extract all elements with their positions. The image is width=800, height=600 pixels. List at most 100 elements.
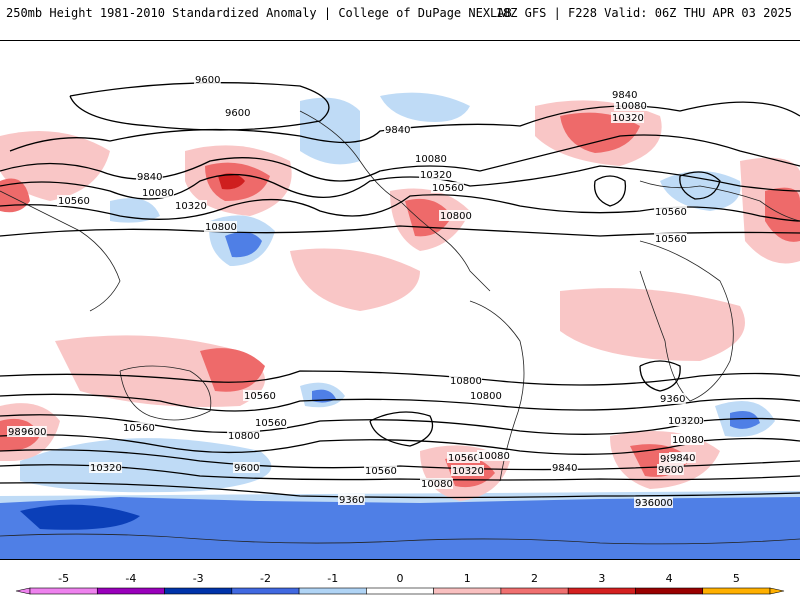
contour-label: 10800 <box>470 391 502 402</box>
contour-label: 10800 <box>205 222 237 233</box>
contour-label: 9840 <box>137 172 162 183</box>
colorbar-tick-label: -2 <box>260 572 271 585</box>
contour-label-bg <box>451 465 484 476</box>
colorbar-tick-label: 3 <box>598 572 605 585</box>
contour-label: 9600 <box>234 463 259 474</box>
contour-label-bg <box>657 464 684 475</box>
colorbar-segment <box>702 587 771 595</box>
contour-label-bg <box>611 89 638 100</box>
contour-label-group: 9600960098401008010320105609840100801032… <box>7 74 704 509</box>
contour-10320-north <box>0 165 800 200</box>
contour-label-bg <box>654 233 687 244</box>
contour-label: 10320 <box>420 170 452 181</box>
contour-label-bg <box>338 494 365 505</box>
contour-label: 10560 <box>255 418 287 429</box>
neg-anomaly-light <box>300 97 360 165</box>
contour-label-bg <box>671 434 704 445</box>
contour-label-bg <box>477 450 510 461</box>
contour-label: 10080 <box>421 479 453 490</box>
contour-label: 9600 <box>21 427 46 438</box>
contour-label-bg <box>611 112 644 123</box>
coast-asia <box>0 190 121 312</box>
contour-9600-south <box>0 464 800 481</box>
contour-label-bg <box>419 169 452 180</box>
contour-label: 10320 <box>452 466 484 477</box>
contour-label: 9360 <box>339 495 364 506</box>
contour-label: 10320 <box>612 113 644 124</box>
closed-low-atlantic <box>593 175 627 207</box>
contour-10560-north <box>0 194 800 222</box>
contour-label: 9840 <box>385 125 410 136</box>
anomaly-map: 9600 9600 9840 10080 10320 10560 9840 10080 1032… <box>0 40 800 560</box>
neg-anomaly-mid <box>0 497 800 559</box>
colorbar-tick-label: 2 <box>531 572 538 585</box>
neg-anomaly-dark <box>20 504 140 530</box>
contour-label-bg <box>469 390 502 401</box>
contour-label-bg <box>57 195 90 206</box>
colorbar-segment <box>635 587 704 595</box>
contour-label: 10800 <box>450 376 482 387</box>
contour-label: 10560 <box>448 453 480 464</box>
pos-anomaly-light <box>290 248 420 311</box>
colorbar-segment <box>298 587 367 595</box>
colorbar-segment <box>231 587 300 595</box>
colorbar-segment <box>164 587 233 595</box>
coast-antarctica <box>0 533 800 545</box>
colorbar-segment <box>366 587 434 595</box>
pos-anomaly-mid <box>200 348 265 392</box>
contour-label-bg <box>384 124 411 135</box>
colorbar-segment <box>500 587 569 595</box>
coast-europe <box>639 180 800 222</box>
contour-label-bg <box>667 415 700 426</box>
coast-south-america <box>469 300 525 482</box>
contour-9360-south <box>0 482 800 499</box>
contour-label: 9600 <box>225 108 250 119</box>
map-canvas: 9600960098401008010320105609840100801032… <box>0 74 800 559</box>
contour-label-bg <box>204 221 237 232</box>
contour-label: 10560 <box>655 234 687 245</box>
contour-label: 10560 <box>123 423 155 434</box>
contour-label-bg <box>449 375 482 386</box>
colorbar-tick-label: -5 <box>58 572 69 585</box>
neg-anomaly-mid <box>730 410 760 429</box>
contour-label: 10560 <box>655 207 687 218</box>
contour-label: 9360 <box>660 394 685 405</box>
contour-10560-south <box>0 393 800 412</box>
contour-label: 9360 <box>635 498 660 509</box>
contour-label: 9840 <box>670 453 695 464</box>
pos-anomaly-dark <box>218 173 245 190</box>
neg-anomaly-light <box>660 171 741 211</box>
contour-label-bg <box>654 206 687 217</box>
contour-label: 10560 <box>58 196 90 207</box>
contour-label: 10800 <box>228 431 260 442</box>
colorbar-tick-label: 1 <box>464 572 471 585</box>
contour-label: 10080 <box>615 101 647 112</box>
contour-label-bg <box>227 430 260 441</box>
contour-label: 10320 <box>175 201 207 212</box>
contour-label-bg <box>447 452 480 463</box>
contour-label-bg <box>233 462 260 473</box>
contour-label-bg <box>136 171 163 182</box>
colorbar-tick-label: -4 <box>125 572 136 585</box>
coastlines <box>0 110 800 545</box>
neg-anomaly-mid <box>225 232 262 258</box>
contour-label: 9840 <box>612 90 637 101</box>
contour-10800-south <box>0 370 800 386</box>
contour-label-bg <box>174 200 207 211</box>
contour-10080-north <box>0 134 800 182</box>
contour-label-bg <box>224 107 251 118</box>
pos-anomaly-light <box>560 288 745 361</box>
closed-contour-s-pacific <box>369 411 434 447</box>
contour-label: 9600 <box>195 75 220 86</box>
map-title: 250mb Height 1981-2010 Standardized Anom… <box>6 6 512 20</box>
contour-9840-north <box>9 101 800 152</box>
coast-africa <box>639 240 734 402</box>
contour-label-bg <box>414 153 447 164</box>
contour-label: 9600 <box>658 465 683 476</box>
contour-label-bg <box>89 462 122 473</box>
colorbar-segment <box>567 587 636 595</box>
colorbar-left-arrow <box>15 587 31 595</box>
contour-label-bg <box>420 478 453 489</box>
contour-label-bg <box>20 426 47 437</box>
contour-label: 10080 <box>415 154 447 165</box>
